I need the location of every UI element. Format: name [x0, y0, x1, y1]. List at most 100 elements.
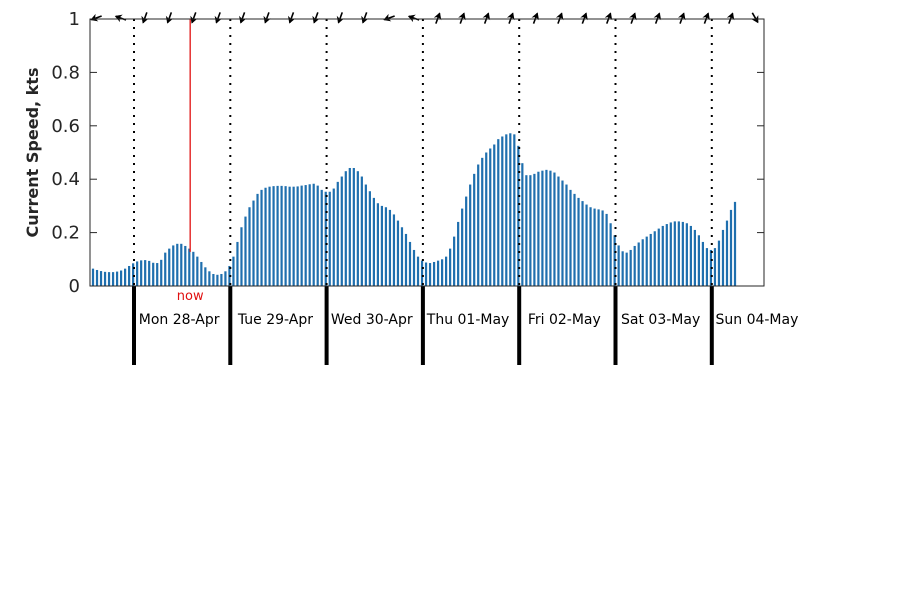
- direction-arrow: [361, 12, 369, 24]
- bar: [364, 184, 367, 286]
- y-tick-label: 0.2: [51, 223, 80, 244]
- direction-arrow: [506, 12, 515, 24]
- arrow-head: [165, 15, 174, 24]
- bar: [705, 248, 709, 286]
- bar: [136, 261, 139, 286]
- y-axis-label: Current Speed, kts: [23, 68, 42, 238]
- bar: [168, 248, 171, 286]
- arrow-head: [726, 12, 735, 21]
- bar: [384, 207, 388, 286]
- bar: [617, 245, 620, 286]
- bar: [601, 210, 604, 286]
- bar: [292, 186, 295, 286]
- bar: [693, 229, 696, 286]
- arrow-head: [239, 15, 247, 24]
- bar: [424, 262, 428, 286]
- arrow-head: [555, 12, 564, 21]
- bar: [99, 271, 103, 286]
- bar: [689, 225, 692, 286]
- bar: [380, 205, 384, 286]
- bar: [565, 184, 568, 286]
- arrow-head: [407, 14, 416, 23]
- bar: [477, 164, 480, 286]
- direction-arrow: [531, 12, 540, 24]
- bar: [685, 223, 688, 286]
- direction-arrow: [751, 12, 759, 24]
- bar: [489, 148, 492, 286]
- bar: [260, 189, 263, 286]
- arrow-head: [287, 15, 296, 24]
- bar: [605, 213, 608, 286]
- bar: [176, 243, 179, 286]
- bar: [497, 139, 500, 286]
- bar: [493, 144, 496, 286]
- bar: [428, 263, 432, 286]
- bar: [132, 263, 135, 286]
- bar: [440, 259, 444, 286]
- arrow-head: [677, 12, 686, 21]
- bars: [91, 133, 737, 287]
- bar: [348, 167, 351, 286]
- day-labels: Mon 28-Apr Tue 29-Apr Wed 30-Apr Thu 01-May…: [139, 312, 799, 328]
- bar: [637, 242, 640, 286]
- direction-arrow: [263, 12, 272, 24]
- direction-arrow: [726, 12, 735, 24]
- bar: [115, 271, 119, 286]
- bar: [188, 248, 191, 286]
- bar: [284, 186, 287, 286]
- bar: [272, 186, 275, 286]
- bar: [376, 203, 379, 286]
- y-tick-label: 0.6: [51, 116, 80, 137]
- arrow-head: [433, 12, 442, 21]
- bar: [473, 173, 476, 286]
- arrow-head: [629, 12, 637, 21]
- bar: [224, 271, 227, 286]
- bar: [95, 269, 99, 286]
- bar: [240, 227, 243, 286]
- bar: [280, 185, 283, 287]
- bar: [111, 272, 115, 286]
- bar: [276, 185, 279, 287]
- bar: [649, 233, 652, 286]
- bar: [521, 163, 524, 286]
- bar: [713, 248, 717, 286]
- bar: [661, 225, 664, 286]
- bar: [569, 189, 572, 286]
- bar: [509, 133, 512, 286]
- bar: [673, 221, 676, 286]
- bar: [733, 201, 737, 286]
- arrow-head: [482, 12, 491, 21]
- bar: [300, 185, 303, 286]
- direction-arrow: [90, 13, 102, 22]
- arrow-head: [361, 15, 369, 24]
- y-axis: 0 0.2 0.4 0.6 0.8 1: [51, 9, 764, 297]
- day-label: Wed 30-Apr: [331, 312, 413, 328]
- bar: [103, 271, 107, 286]
- arrow-head: [114, 14, 123, 23]
- bar: [525, 175, 528, 286]
- bar: [469, 184, 472, 286]
- bar: [669, 222, 672, 286]
- bar: [541, 170, 544, 286]
- bar: [316, 185, 319, 286]
- bar: [721, 229, 725, 286]
- bar: [356, 171, 359, 286]
- bar: [332, 188, 335, 286]
- bar: [212, 273, 215, 286]
- day-label: Tue 29-Apr: [237, 312, 313, 328]
- arrow-head: [214, 15, 223, 24]
- bar: [256, 193, 259, 286]
- direction-arrow: [458, 12, 466, 24]
- direction-arrow: [383, 13, 395, 22]
- bar: [184, 245, 187, 286]
- bar: [573, 193, 576, 286]
- bar: [621, 251, 624, 286]
- bar: [412, 249, 416, 286]
- direction-arrow: [190, 12, 198, 24]
- day-dividers: [132, 19, 714, 365]
- bar: [645, 236, 648, 286]
- arrow-head: [336, 15, 345, 24]
- bar: [453, 236, 456, 286]
- y-tick-label: 1: [69, 9, 80, 30]
- bar: [252, 200, 255, 286]
